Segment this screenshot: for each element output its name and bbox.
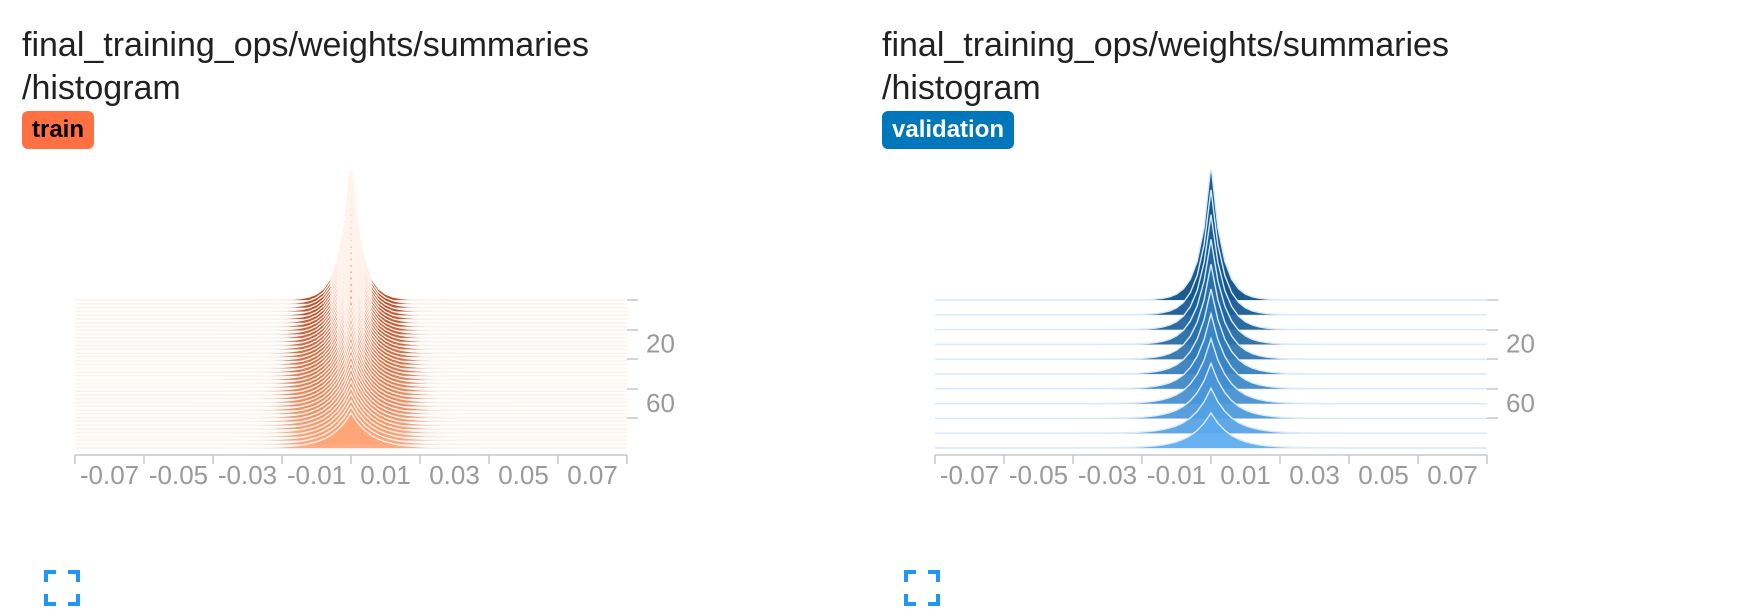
card-title-line-1: final_training_ops/weights/summaries bbox=[882, 26, 1449, 64]
x-axis: -0.07 -0.05 -0.03 -0.01 0.01 0.03 0.05 0.07 bbox=[934, 454, 1488, 490]
x-axis: -0.07 -0.05 -0.03 -0.01 0.01 0.03 0.05 0.07 bbox=[74, 454, 628, 490]
card-title-line-1: final_training_ops/weights/summaries bbox=[22, 26, 589, 64]
card-title-line-2: /histogram bbox=[22, 69, 181, 107]
x-tick-label: 0.03 bbox=[1289, 460, 1340, 490]
fullscreen-button[interactable] bbox=[44, 570, 80, 606]
x-tick-label: -0.01 bbox=[1147, 460, 1206, 490]
run-badge-train: train bbox=[22, 111, 95, 149]
y-tick-label: 60 bbox=[1506, 388, 1535, 418]
x-tick-label: -0.05 bbox=[1009, 460, 1068, 490]
run-badge-validation: validation bbox=[882, 111, 1015, 149]
histogram-card-train: final_training_ops/weights/summaries /hi… bbox=[0, 0, 700, 616]
x-tick-label: 0.05 bbox=[498, 460, 549, 490]
x-tick-label: 0.03 bbox=[429, 460, 480, 490]
y-tick-label: 20 bbox=[646, 329, 675, 359]
y-tick-label: 60 bbox=[646, 388, 675, 418]
card-title-line-2: /histogram bbox=[882, 69, 1041, 107]
histogram-slice bbox=[75, 411, 627, 449]
x-tick-label: -0.03 bbox=[218, 460, 277, 490]
x-tick-label: 0.01 bbox=[1220, 460, 1271, 490]
x-tick-label: 0.05 bbox=[1358, 460, 1409, 490]
histogram-slice bbox=[935, 411, 1487, 449]
histogram-card-validation: final_training_ops/weights/summaries /hi… bbox=[860, 0, 1560, 616]
x-tick-label: -0.07 bbox=[80, 460, 139, 490]
x-tick-label: -0.01 bbox=[287, 460, 346, 490]
x-tick-label: 0.07 bbox=[1427, 460, 1478, 490]
histogram-plot bbox=[75, 170, 627, 449]
fullscreen-button[interactable] bbox=[904, 570, 940, 606]
x-tick-label: 0.07 bbox=[567, 460, 618, 490]
fullscreen-icon bbox=[44, 570, 80, 606]
card-title: final_training_ops/weights/summaries /hi… bbox=[22, 24, 589, 110]
y-tick-label: 20 bbox=[1506, 329, 1535, 359]
x-tick-label: 0.01 bbox=[360, 460, 411, 490]
x-tick-label: -0.03 bbox=[1078, 460, 1137, 490]
fullscreen-icon bbox=[904, 570, 940, 606]
card-title: final_training_ops/weights/summaries /hi… bbox=[882, 24, 1449, 110]
histogram-plot bbox=[935, 170, 1487, 449]
x-tick-label: -0.05 bbox=[149, 460, 208, 490]
x-tick-label: -0.07 bbox=[940, 460, 999, 490]
